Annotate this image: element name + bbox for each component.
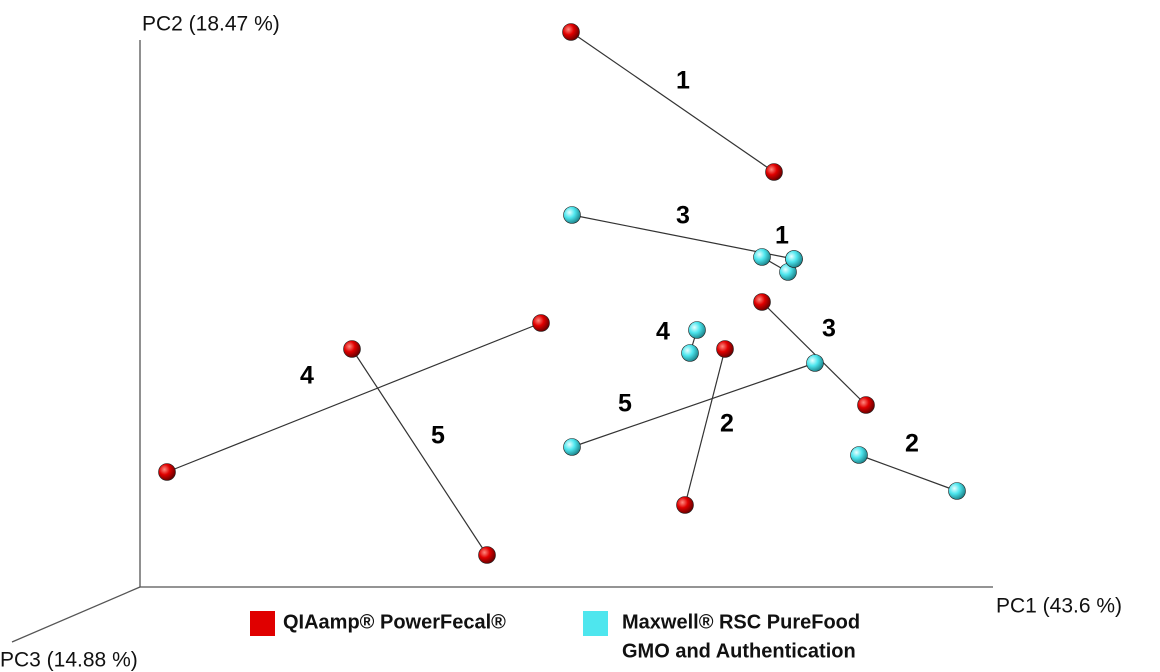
sample-point: [806, 354, 824, 372]
sample-point: [716, 340, 734, 358]
sample-point: [563, 206, 581, 224]
pair-label: 5: [431, 422, 445, 450]
axes: [11, 40, 993, 643]
pc2-label: PC2 (18.47 %): [142, 13, 280, 36]
pair-line: [858, 454, 958, 492]
pair-line: [571, 362, 816, 448]
sample-point: [532, 314, 550, 332]
pair-label: 2: [720, 410, 734, 438]
sample-point: [563, 438, 581, 456]
pair-label: 3: [822, 315, 836, 343]
sample-point: [753, 293, 771, 311]
pair-label: 4: [300, 362, 314, 390]
sample-point: [676, 496, 694, 514]
sample-point: [688, 321, 706, 339]
pair-label: 2: [905, 430, 919, 458]
pair-label: 1: [676, 67, 690, 95]
sample-point: [753, 248, 771, 266]
sample-point: [478, 546, 496, 564]
legend-swatch: [583, 611, 608, 636]
sample-point: [681, 344, 699, 362]
legend-label: GMO and Authentication: [622, 640, 856, 662]
legend-label: QIAamp® PowerFecal®: [283, 611, 506, 633]
sample-point: [765, 163, 783, 181]
pair-line: [166, 322, 542, 473]
sample-point: [158, 463, 176, 481]
pc3-axis: [11, 586, 141, 643]
sample-point: [948, 482, 966, 500]
sample-point: [785, 250, 803, 268]
pair-line: [351, 348, 488, 556]
pair-label: 3: [676, 202, 690, 230]
pc1-label: PC1 (43.6 %): [996, 595, 1122, 618]
pair-line: [761, 301, 867, 406]
legend-label: Maxwell® RSC PureFood: [622, 611, 860, 633]
legend: QIAamp® PowerFecal® Maxwell® RSC PureFood…: [250, 611, 860, 662]
pairs: 1 2 3 4 5 1 2 3 4 5: [158, 23, 966, 564]
legend-swatch: [250, 611, 275, 636]
sample-point: [857, 396, 875, 414]
sample-point: [850, 446, 868, 464]
pair-label: 1: [775, 222, 789, 250]
pair-label: 4: [656, 318, 670, 346]
sample-point: [562, 23, 580, 41]
pair-label: 5: [618, 390, 632, 418]
pair-line: [684, 348, 726, 506]
pair-line: [570, 31, 775, 173]
sample-point: [343, 340, 361, 358]
pc3-label: PC3 (14.88 %): [0, 649, 138, 672]
